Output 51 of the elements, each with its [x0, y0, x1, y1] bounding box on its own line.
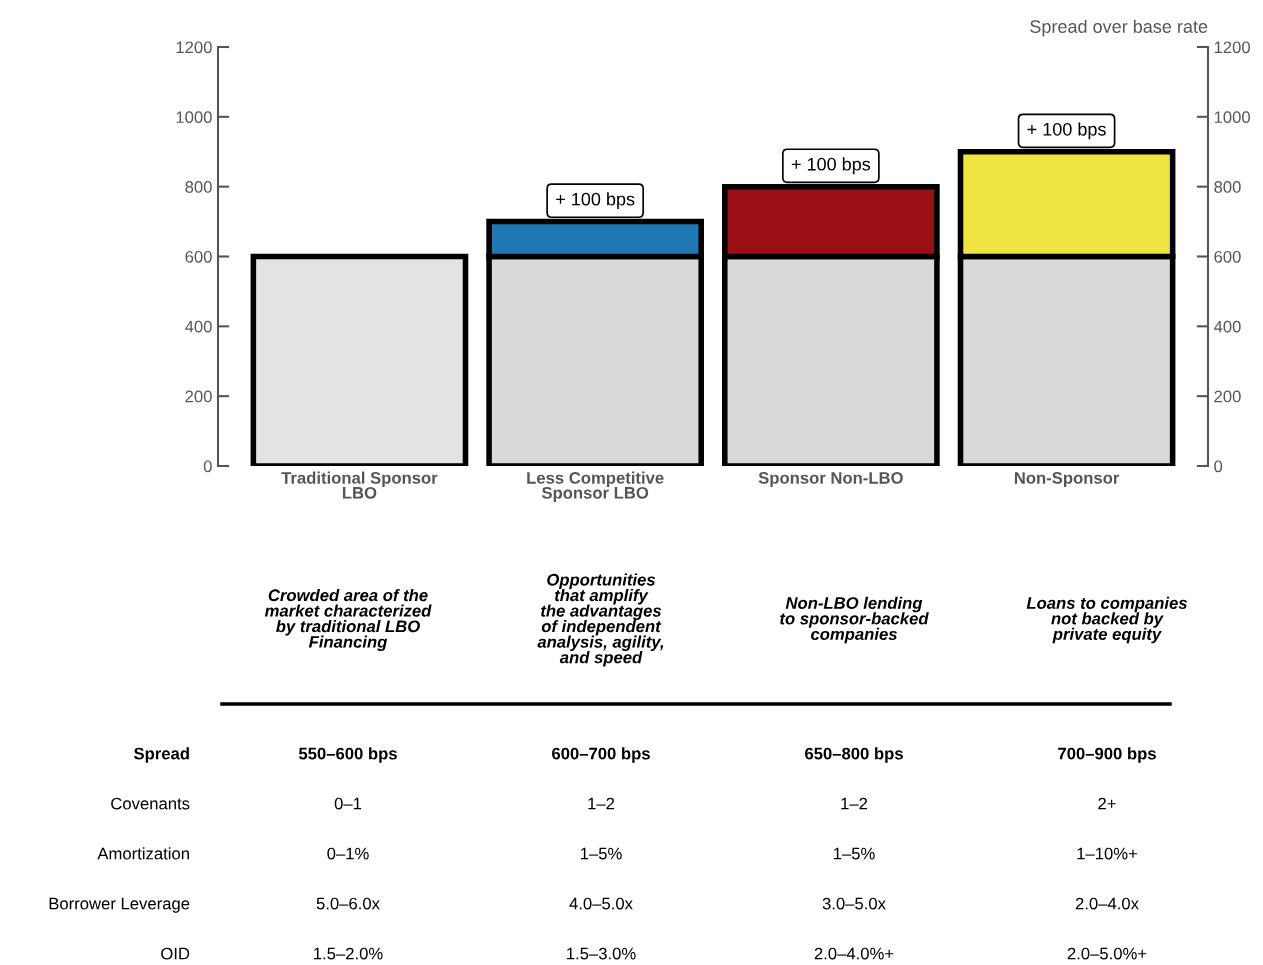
- text: 0–1: [334, 797, 362, 810]
- text: Opportunities that amplify the advantages of independent analysis, agility, and speed: [537, 573, 664, 667]
- text: 1–2: [588, 797, 615, 810]
- y-tick-label: 1200: [176, 41, 212, 54]
- y2-axis-title: Spread over base rate: [1030, 19, 1208, 37]
- text: Non-LBO lending to sponsor-backed companies: [780, 596, 929, 644]
- y-tick-label: 600: [185, 250, 212, 263]
- y2-tick-label: 0: [1214, 460, 1223, 473]
- text: Spread: [133, 747, 189, 763]
- y2-tick-label: 1200: [1214, 41, 1250, 54]
- x-tick-label: Traditional Sponsor LBO: [281, 471, 438, 499]
- text: 2.0–4.0x: [1075, 897, 1139, 910]
- text: Borrower Leverage: [49, 897, 190, 913]
- annotation: + 100 bps: [1027, 122, 1106, 140]
- text: 2+: [1098, 797, 1116, 810]
- text: OID: [161, 947, 190, 960]
- text: 1.5–2.0%: [314, 947, 383, 960]
- y2-tick-label: 600: [1214, 250, 1241, 263]
- text: 1–10%+: [1077, 847, 1137, 860]
- text: 550–600 bps: [298, 747, 397, 763]
- text: 0–1%: [327, 847, 369, 860]
- y-tick-label: 800: [185, 181, 212, 193]
- text: 1–2: [841, 797, 868, 810]
- text: 5.0–6.0x: [316, 897, 380, 910]
- y2-tick-label: 400: [1213, 320, 1241, 333]
- y2-tick-label: 1000: [1214, 111, 1250, 124]
- text: Amortization: [97, 847, 189, 860]
- text: 600–700 bps: [552, 747, 650, 763]
- text: 1–5%: [580, 847, 622, 860]
- text: 700–900 bps: [1058, 747, 1156, 763]
- annotation: + 100 bps: [556, 192, 635, 210]
- text: 2.0–5.0%+: [1067, 947, 1147, 960]
- text: 1–5%: [833, 847, 875, 860]
- x-tick-label: Less Competitive Sponsor LBO: [527, 471, 664, 503]
- y2-tick-label: 200: [1214, 390, 1241, 403]
- text: Loans to companies not backed by private equity: [1026, 596, 1188, 644]
- text: 1.5–3.0%: [567, 947, 636, 960]
- y-tick-label: 1000: [176, 111, 212, 124]
- y-tick-label: 200: [185, 390, 212, 403]
- x-tick-label: Sponsor Non-LBO: [758, 472, 903, 488]
- y-tick-label: 400: [185, 320, 212, 333]
- text: 4.0–5.0x: [569, 897, 633, 910]
- text: 3.0–5.0x: [822, 897, 886, 910]
- x-tick-label: Non-Sponsor: [1014, 472, 1120, 488]
- text: 2.0–4.0%+: [814, 947, 894, 960]
- text: Covenants: [111, 797, 190, 810]
- y-tick-label: 0: [203, 460, 212, 473]
- text: Crowded area of the market characterized by traditional LBO Financing: [264, 588, 432, 652]
- y2-tick-label: 800: [1214, 181, 1241, 193]
- text: 650–800 bps: [805, 747, 903, 763]
- annotation: + 100 bps: [791, 157, 871, 175]
